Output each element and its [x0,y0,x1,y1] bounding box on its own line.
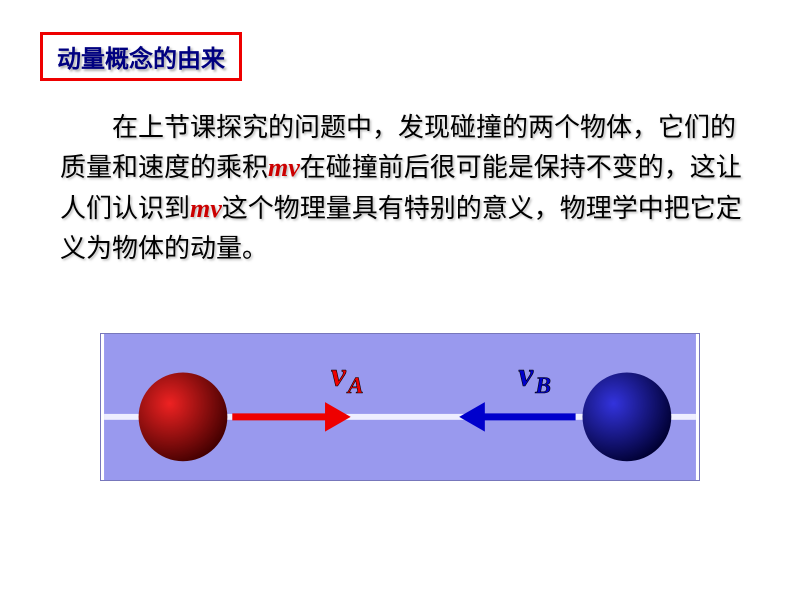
mv-term-1: mv [268,153,300,182]
title-box: 动量概念的由来 [40,32,242,81]
body-paragraph: 在上节课探究的问题中，发现碰撞的两个物体，它们的质量和速度的乘积mv在碰撞前后很… [60,108,750,269]
mv-term-2: mv [190,194,222,223]
diagram-svg: vA vB [101,334,699,480]
page-title: 动量概念的由来 [57,46,225,73]
collision-diagram: vA vB [100,333,700,481]
